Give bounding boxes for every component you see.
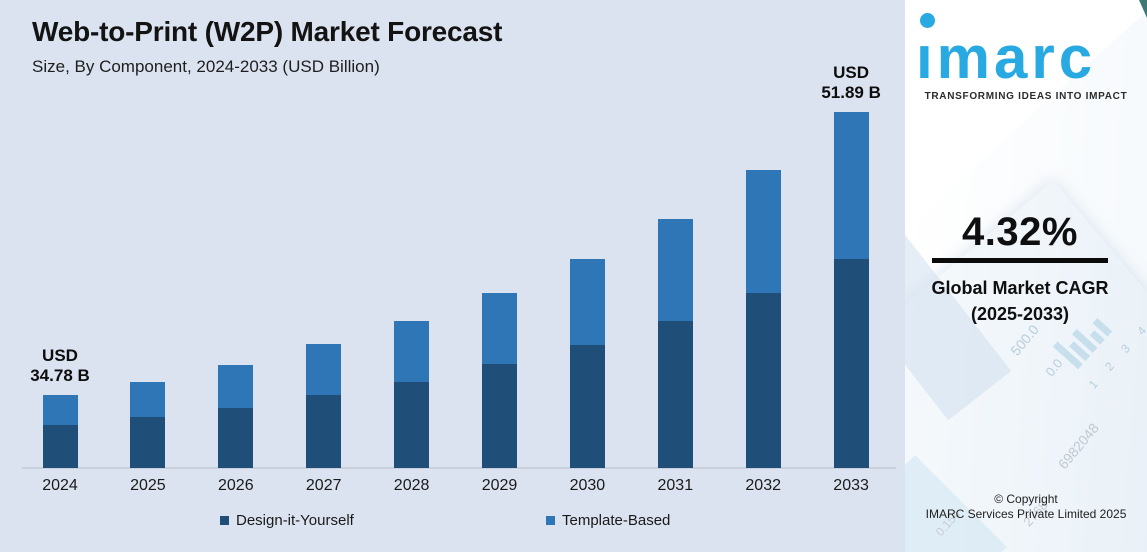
bar-2026 — [218, 365, 254, 468]
stacked-bar-chart: USD 34.78 B 2024 2025 2026 2027 2028 2029 2030 20… — [22, 63, 896, 494]
copyright-line1: © Copyright — [994, 492, 1058, 506]
segment-template-based-2030 — [569, 259, 605, 345]
segment-template-based-2024 — [42, 395, 78, 425]
cagr-divider — [932, 258, 1108, 263]
segment-design-it-yourself-2027 — [306, 395, 342, 468]
bar-2031 — [657, 219, 693, 468]
bar-2032 — [745, 169, 781, 468]
bar-2029 — [482, 292, 517, 468]
faint-background-number: 1 2 3 4 — [1085, 318, 1147, 392]
copyright-line2: IMARC Services Private Limited 2025 — [925, 507, 1127, 521]
brand-tagline: TRANSFORMING IDEAS INTO IMPACT — [924, 91, 1128, 102]
chart-panel: Web-to-Print (W2P) Market Forecast Size,… — [0, 0, 905, 552]
bar-2028 — [394, 320, 430, 468]
segment-design-it-yourself-2024 — [42, 425, 78, 468]
bar-2025 — [130, 381, 166, 468]
bar-2033: USD 51.89 B — [821, 63, 881, 468]
bar-2030 — [569, 259, 605, 468]
segment-design-it-yourself-2032 — [745, 292, 781, 468]
segment-design-it-yourself-2028 — [394, 381, 430, 468]
segment-design-it-yourself-2030 — [569, 345, 605, 468]
chart-title: Web-to-Print (W2P) Market Forecast — [32, 16, 503, 47]
x-tick-2030: 2030 — [569, 477, 606, 494]
segment-design-it-yourself-2026 — [218, 407, 254, 468]
segment-template-based-2028 — [394, 320, 430, 382]
segment-template-based-2033 — [833, 111, 869, 259]
x-tick-2027: 2027 — [305, 477, 342, 494]
cagr-value: 4.32% — [962, 210, 1078, 254]
x-tick-2031: 2031 — [657, 477, 694, 494]
chart-subtitle: Size, By Component, 2024-2033 (USD Billi… — [32, 57, 380, 76]
x-tick-2026: 2026 — [218, 477, 254, 494]
imarc-logo-dot-icon — [920, 13, 935, 28]
cagr-label-line2: (2025-2033) — [970, 304, 1070, 324]
bar-2027 — [306, 344, 342, 468]
value-label-2024: USD 34.78 B — [30, 346, 90, 385]
segment-template-based-2031 — [657, 219, 693, 321]
faint-background-number: 500.0 — [1007, 321, 1042, 359]
corner-sliver-decoration — [1139, 0, 1147, 18]
segment-template-based-2026 — [218, 365, 254, 408]
brand-panel: 500.0 0.0 1 2 3 4 6982048 2768 0.154 ımarc TR… — [905, 0, 1147, 552]
segment-template-based-2025 — [130, 381, 166, 417]
x-tick-2029: 2029 — [481, 477, 518, 494]
segment-design-it-yourself-2029 — [482, 364, 517, 468]
imarc-logo: ımarc — [916, 24, 1097, 91]
faint-background-number: 0.0 — [1042, 355, 1066, 380]
segment-template-based-2029 — [482, 292, 517, 364]
faint-background-number: 6982048 — [1054, 419, 1102, 473]
value-label-2033: USD 51.89 B — [821, 62, 881, 102]
segment-template-based-2032 — [745, 169, 781, 293]
segment-template-based-2027 — [306, 344, 342, 395]
bar-2024: USD 34.78 B — [30, 346, 90, 468]
x-tick-2025: 2025 — [130, 477, 166, 494]
x-tick-2033: 2033 — [833, 477, 869, 494]
x-tick-2032: 2032 — [745, 477, 781, 494]
segment-design-it-yourself-2033 — [833, 259, 869, 468]
segment-design-it-yourself-2025 — [130, 416, 166, 468]
copyright: © Copyright IMARC Services Private Limit… — [905, 492, 1147, 522]
x-tick-2024: 2024 — [42, 477, 78, 494]
cagr-block: 4.32% Global Market CAGR (2025-2033) — [905, 210, 1135, 327]
segment-design-it-yourself-2031 — [657, 320, 693, 468]
x-tick-2028: 2028 — [393, 477, 430, 494]
cagr-label-line1: Global Market CAGR — [931, 278, 1109, 298]
x-axis-line — [22, 467, 896, 469]
